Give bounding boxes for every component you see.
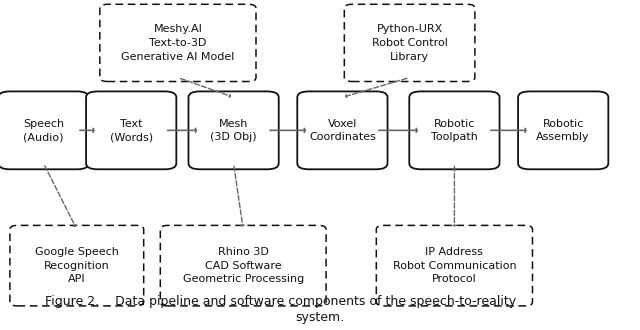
FancyBboxPatch shape — [410, 91, 499, 169]
FancyBboxPatch shape — [188, 91, 279, 169]
FancyBboxPatch shape — [10, 225, 143, 306]
Text: Mesh
(3D Obj): Mesh (3D Obj) — [211, 118, 257, 142]
FancyBboxPatch shape — [298, 91, 388, 169]
Text: Text
(Words): Text (Words) — [109, 118, 153, 142]
Text: Meshy.AI
Text-to-3D
Generative AI Model: Meshy.AI Text-to-3D Generative AI Model — [121, 24, 235, 61]
Text: Robotic
Toolpath: Robotic Toolpath — [431, 118, 478, 142]
Text: system.: system. — [296, 311, 344, 324]
FancyBboxPatch shape — [344, 4, 475, 82]
Text: Python-URX
Robot Control
Library: Python-URX Robot Control Library — [372, 24, 447, 61]
FancyBboxPatch shape — [100, 4, 256, 82]
FancyBboxPatch shape — [0, 91, 88, 169]
Text: Voxel
Coordinates: Voxel Coordinates — [309, 118, 376, 142]
Text: IP Address
Robot Communication
Protocol: IP Address Robot Communication Protocol — [392, 247, 516, 284]
Text: Speech
(Audio): Speech (Audio) — [23, 118, 64, 142]
FancyBboxPatch shape — [86, 91, 177, 169]
FancyBboxPatch shape — [518, 91, 609, 169]
Text: Rhino 3D
CAD Software
Geometric Processing: Rhino 3D CAD Software Geometric Processi… — [182, 247, 304, 284]
Text: Google Speech
Recognition
API: Google Speech Recognition API — [35, 247, 119, 284]
FancyBboxPatch shape — [376, 225, 532, 306]
Text: Figure 2.    Data pipeline and software components of the speech-to-reality: Figure 2. Data pipeline and software com… — [45, 295, 516, 309]
FancyBboxPatch shape — [160, 225, 326, 306]
Text: Robotic
Assembly: Robotic Assembly — [536, 118, 590, 142]
